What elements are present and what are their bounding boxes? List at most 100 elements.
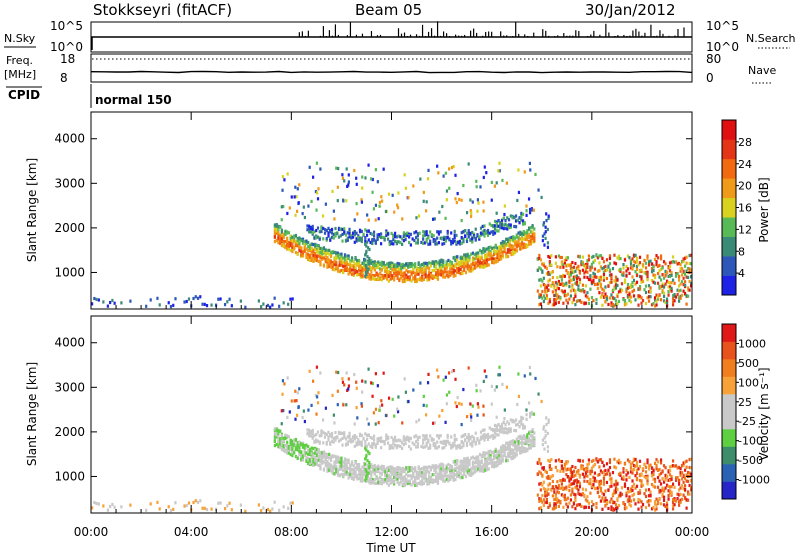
power-cell [533,232,535,235]
velocity-cell [240,504,242,507]
power-cell [468,259,470,262]
power-cell [627,283,629,286]
velocity-cell [568,489,570,492]
power-cell [307,241,309,244]
power-cell [588,254,590,257]
velocity-cell [418,418,420,421]
velocity-cell [525,418,527,421]
power-cell [281,218,283,221]
power-cell [409,276,411,279]
power-cell [547,246,549,249]
velocity-cell [515,418,517,421]
nave-tick-bottom: 0 [706,71,714,85]
power-cell [552,270,554,273]
velocity-cell [423,404,425,407]
velocity-cell [562,506,564,509]
power-cell [515,225,517,228]
power-cell [462,184,464,187]
power-cell [419,232,421,235]
velocity-cell [448,371,450,374]
velocity-cell [472,404,474,407]
power-cell [341,239,343,242]
power-cell [348,180,350,183]
power-cell [258,299,260,302]
velocity-cell [533,443,535,446]
power-cell [204,303,206,306]
velocity-cell [107,509,109,512]
power-cell [533,227,535,230]
power-cell [373,207,375,210]
power-cell [645,266,647,269]
power-cell [582,255,584,258]
power-cell [412,184,414,187]
power-cell [226,300,228,303]
power-cell [286,237,288,240]
velocity-cell [192,501,194,504]
power-cell [541,290,543,293]
colorbar-swatch [722,159,736,179]
velocity-cell [540,488,542,491]
power-cell [356,212,358,215]
power-cell [636,257,638,260]
velocity-cell [282,379,284,382]
power-cell [636,274,638,277]
power-cell [295,234,297,237]
power-cell [589,275,591,278]
power-cell [470,211,472,214]
velocity-cell [437,482,439,485]
power-cell [168,301,170,304]
velocity-cell [461,476,463,479]
power-cell [633,294,635,297]
power-cell [652,265,654,268]
power-cell [426,230,428,233]
power-cell [550,254,552,257]
power-cell [423,200,425,203]
velocity-cell [432,422,434,425]
power-cell [545,212,547,215]
power-cell [517,168,519,171]
velocity-cell [561,460,563,463]
velocity-cell [438,445,440,448]
power-cell [317,187,319,190]
velocity-cell [361,478,363,481]
velocity-cell [429,434,431,437]
velocity-cell [298,446,300,449]
velocity-cell [454,401,456,404]
power-cell [483,209,485,212]
velocity-cell [274,439,276,442]
power-cell [150,298,152,301]
velocity-cell [303,409,305,412]
power-cell [524,221,526,224]
power-cell [455,234,457,237]
power-cell [678,300,680,303]
velocity-cell [525,413,527,416]
power-cell [649,295,651,298]
power-cell [426,200,428,203]
power-cell [568,285,570,288]
power-cell [615,262,617,265]
power-cell [547,288,549,291]
power-cell [606,297,608,300]
power-cell [672,255,674,258]
power-cell [688,289,690,292]
power-cell [516,199,518,202]
power-cell [477,198,479,201]
power-cell [574,303,576,306]
power-cell [317,197,319,200]
velocity-cell [322,441,324,444]
velocity-cell [508,422,510,425]
velocity-cell [450,435,452,438]
power-cell [498,162,500,165]
velocity-cell [543,504,545,507]
velocity-cell [529,372,531,375]
power-cell [304,216,306,219]
power-cell [477,202,479,205]
velocity-cell [366,459,368,462]
velocity-cell [518,395,520,398]
power-cell [309,166,311,169]
y-tick-label: 2000 [54,221,85,235]
power-cell [440,230,442,233]
velocity-cell [366,438,368,441]
velocity-cell [464,439,466,442]
